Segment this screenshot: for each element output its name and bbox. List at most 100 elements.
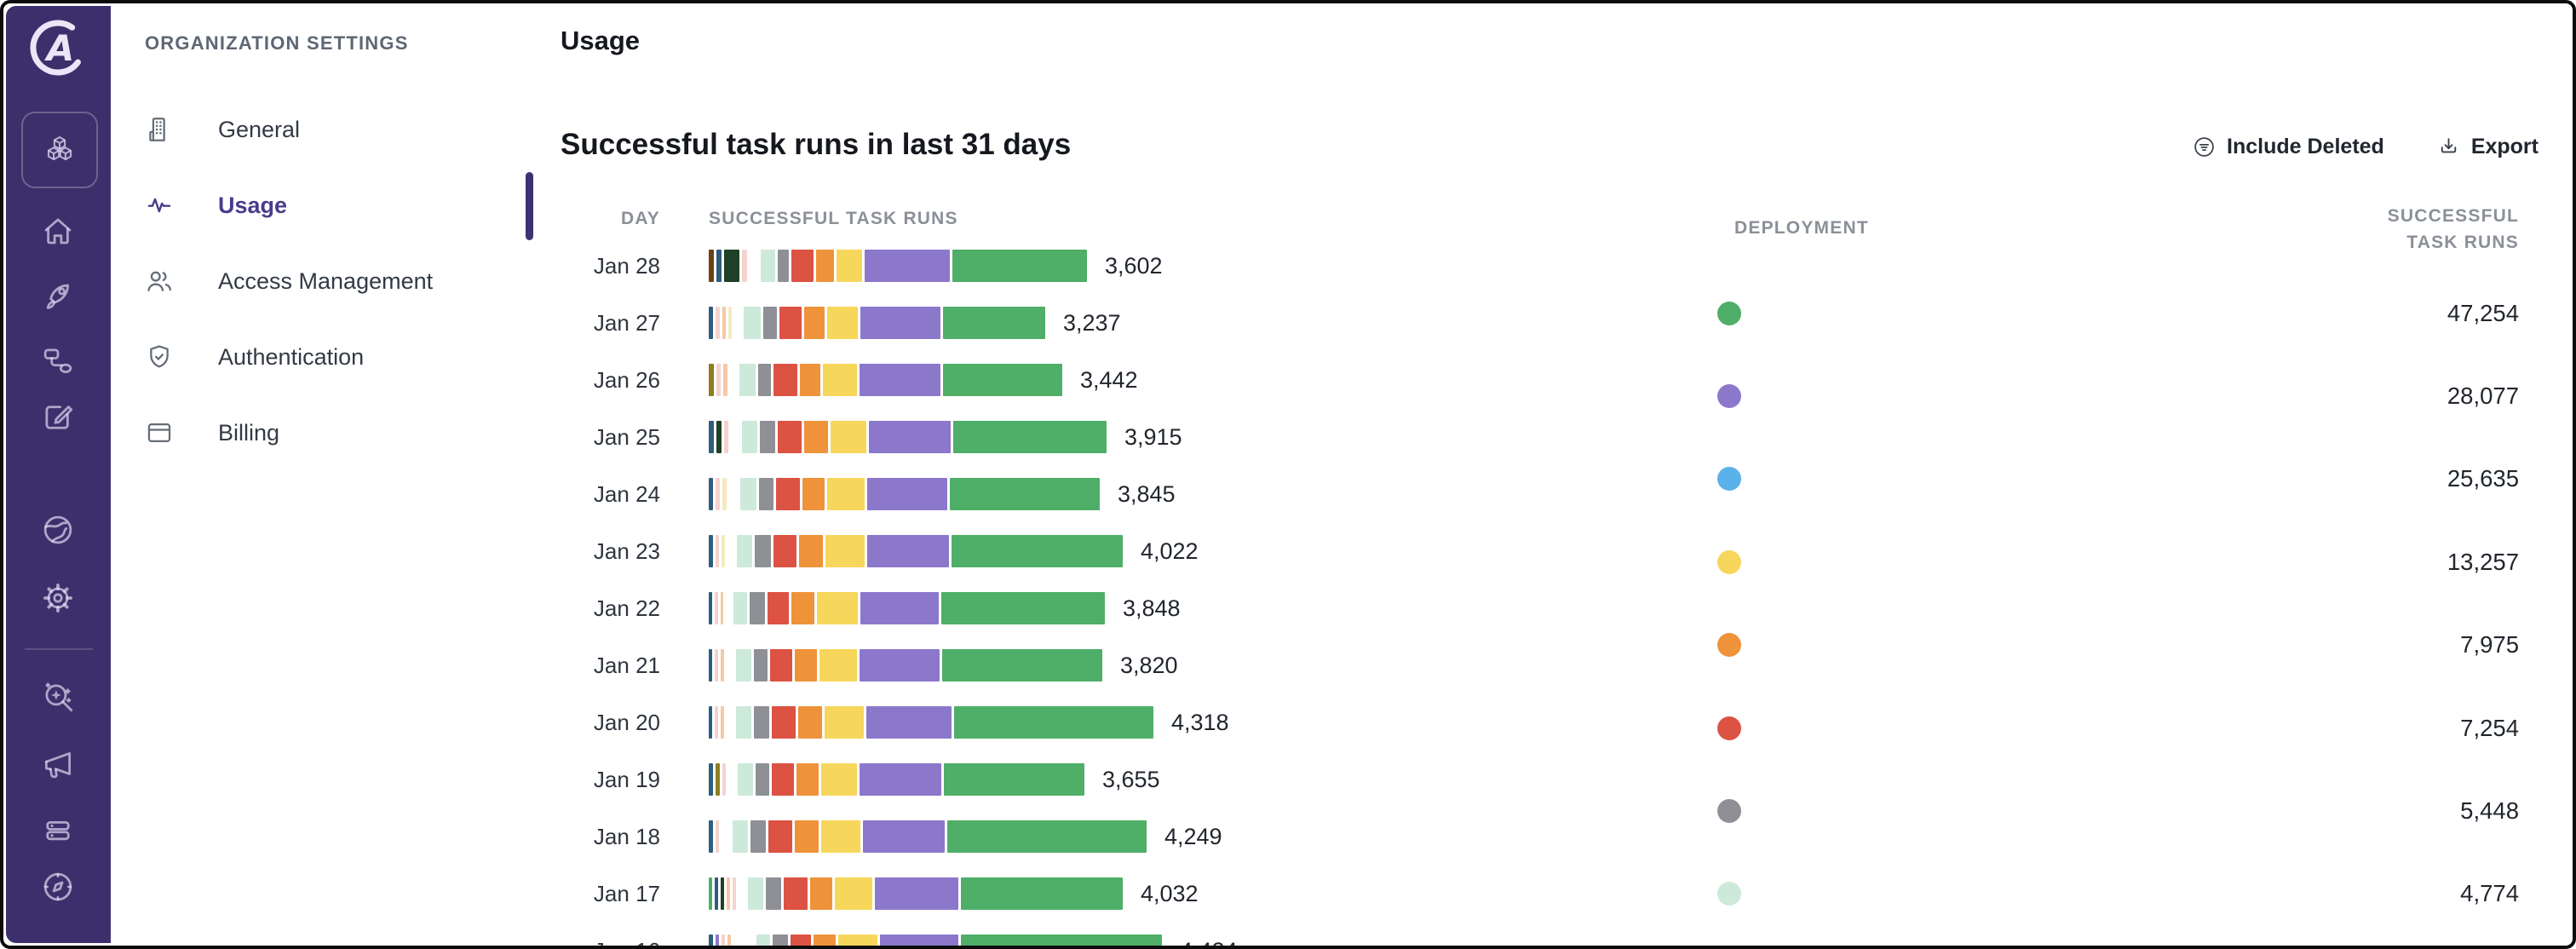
deployment-run-count: 28,077 (2447, 382, 2519, 410)
navy-segment (709, 820, 713, 853)
pink-segment (716, 820, 719, 853)
deployment-row[interactable]: 47,254 (1717, 272, 2519, 354)
run-count-label: 4,022 (1141, 538, 1199, 564)
run-count-label: 3,820 (1120, 652, 1178, 678)
stacked-bar (709, 706, 1156, 739)
deployment-run-count: 5,448 (2460, 797, 2519, 825)
day-label: Jan 19 (593, 766, 660, 792)
yellow-segment (821, 820, 860, 853)
export-button[interactable]: Export (2437, 135, 2539, 159)
deployment-color-dot (1717, 799, 1741, 824)
rocket-icon[interactable] (40, 279, 76, 314)
stacked-bar (709, 307, 1048, 339)
page-title: Usage (561, 26, 641, 55)
gear-icon[interactable] (40, 580, 76, 616)
orange-segment (814, 935, 836, 949)
globe-icon[interactable] (40, 512, 76, 548)
day-label: Jan 22 (593, 595, 660, 621)
purple-segment (869, 421, 951, 453)
navy-segment (709, 706, 712, 739)
gray-segment (766, 877, 781, 910)
olive-segment (709, 364, 714, 396)
chart-row: Jan 17 4,032 (561, 877, 1238, 910)
chart-row: Jan 20 4,318 (561, 706, 1238, 739)
day-label: Jan 23 (593, 538, 660, 564)
nav-item-billing[interactable]: Billing (145, 406, 520, 459)
navy-segment (709, 592, 712, 624)
runs-column-header: SUCCESSFUL TASK RUNS (709, 209, 958, 228)
green-segment (943, 307, 1045, 339)
explore-compass-icon[interactable] (40, 869, 76, 905)
red-segment (791, 935, 811, 949)
airplane-logo[interactable]: A (26, 15, 90, 80)
mint-segment (736, 706, 751, 739)
users-icon (147, 271, 172, 291)
megaphone-icon[interactable] (40, 746, 76, 782)
deployment-row[interactable]: 7,975 (1717, 604, 2519, 687)
orange-segment (816, 250, 834, 282)
deployment-rows: 47,254 28,077 25,635 13,257 7,975 7,254 5,448 4… (1717, 272, 2519, 935)
red-segment (768, 592, 789, 624)
deployment-row[interactable]: 7,254 (1717, 687, 2519, 769)
day-label: Jan 16 (561, 938, 660, 949)
blank-segment (727, 706, 733, 739)
chart-controls: Include Deleted Export (2193, 135, 2539, 159)
darkgreen-segment (721, 877, 724, 910)
green-segment (942, 649, 1102, 682)
mint-segment (733, 592, 747, 624)
include-deleted-button[interactable]: Include Deleted (2193, 135, 2384, 159)
orange-segment (795, 649, 817, 682)
mint-segment (761, 250, 775, 282)
deployment-color-dot (1717, 301, 1741, 325)
green-segment (709, 877, 712, 910)
mint-segment (744, 307, 761, 339)
workflow-icon[interactable] (40, 343, 76, 379)
gray-segment (763, 307, 777, 339)
pink-segment (715, 592, 718, 624)
gray-segment (773, 935, 788, 949)
nav-item-authentication[interactable]: Authentication (145, 331, 520, 383)
day-column-header: DAY (620, 209, 660, 228)
purple-segment (867, 535, 949, 567)
day-label: Jan 20 (593, 709, 660, 735)
purple-segment (860, 763, 941, 796)
deployment-row[interactable]: 13,257 (1717, 521, 2519, 603)
blank-segment (722, 820, 730, 853)
chart-row: Jan 28 3,602 (561, 250, 1238, 282)
deployment-row[interactable]: 4,774 (1717, 853, 2519, 935)
sidebar-item-blocks[interactable] (21, 112, 98, 188)
navy-segment (709, 421, 714, 453)
deployment-run-count: 7,254 (2460, 714, 2519, 741)
purple-segment (863, 820, 945, 853)
chart-row: Jan 16 4,424 (561, 935, 1238, 949)
pink-segment (715, 649, 718, 682)
filter-circle-icon (2194, 137, 2214, 157)
nav-item-label: Access Management (218, 267, 434, 294)
gray-segment (758, 364, 771, 396)
blank-segment (733, 935, 754, 949)
pink-segment (716, 307, 720, 339)
compose-icon[interactable] (40, 400, 76, 435)
deployment-color-dot (1717, 467, 1741, 492)
day-label: Jan 18 (593, 823, 660, 849)
home-icon[interactable] (40, 213, 76, 249)
resources-icon[interactable] (40, 813, 76, 848)
export-label: Export (2470, 135, 2539, 158)
nav-item-general[interactable]: General (145, 103, 520, 156)
ai-search-icon[interactable] (40, 679, 76, 715)
yellow-segment (817, 592, 858, 624)
orange-segment (804, 421, 828, 453)
yellow-segment (819, 649, 857, 682)
nav-item-access-management[interactable]: Access Management (145, 255, 520, 308)
red-segment (772, 706, 796, 739)
deployment-row[interactable]: 28,077 (1717, 354, 2519, 437)
deployment-row[interactable]: 25,635 (1717, 438, 2519, 521)
nav-item-usage[interactable]: Usage (145, 179, 520, 232)
blank-segment (727, 649, 733, 682)
blank-segment (734, 307, 741, 339)
run-count-label: 3,237 (1063, 309, 1121, 336)
purple-segment (860, 364, 940, 396)
mint-segment (756, 935, 770, 949)
deployment-row[interactable]: 5,448 (1717, 769, 2519, 852)
